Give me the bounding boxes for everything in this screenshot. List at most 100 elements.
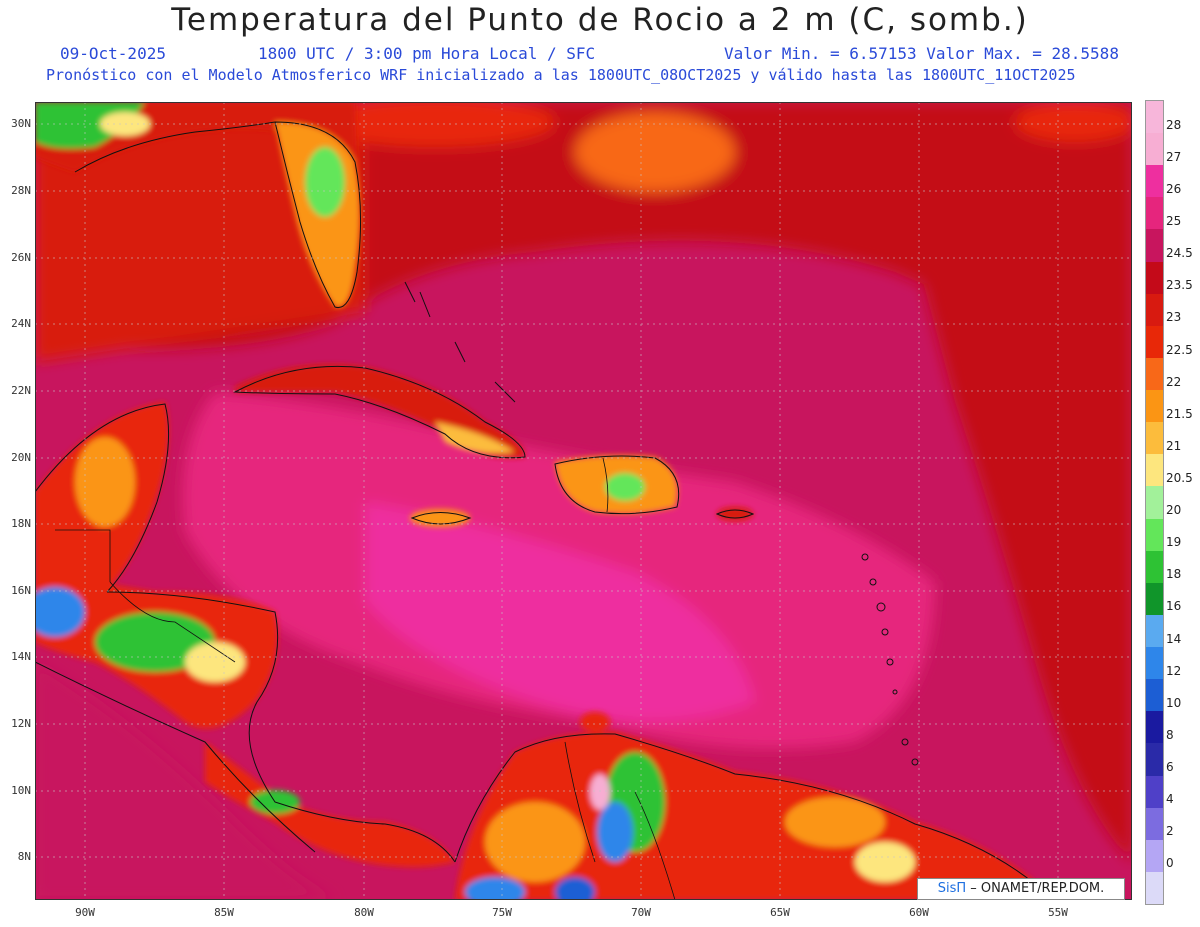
lat-label-28n: 28N	[11, 184, 31, 197]
colorbar-label: 26	[1166, 181, 1182, 196]
island-3	[876, 602, 886, 612]
border-haiti-dr	[602, 457, 609, 513]
coast-pacific	[35, 661, 316, 853]
lat-label-26n: 26N	[11, 251, 31, 264]
lat-label-10n: 10N	[11, 784, 31, 797]
lat-label-14n: 14N	[11, 650, 31, 663]
colorbar-segment	[1146, 647, 1163, 680]
colorbar-label: 19	[1166, 535, 1182, 550]
colorbar-segment	[1146, 357, 1163, 391]
colorbar	[1145, 100, 1164, 905]
colorbar-segment	[1146, 486, 1163, 520]
colorbar-segment	[1146, 197, 1163, 230]
land-hispaniola-green	[605, 473, 645, 501]
colorbar-segment	[1146, 325, 1163, 359]
field-patch-n-far	[1015, 102, 1132, 142]
colorbar-segment	[1146, 165, 1163, 198]
coast-hispaniola	[554, 455, 680, 515]
colorbar-label: 0	[1166, 856, 1174, 871]
map-frame	[35, 102, 1132, 900]
field-pacific	[35, 662, 335, 900]
lat-label-16n: 16N	[11, 584, 31, 597]
colorbar-label: 24.5	[1166, 246, 1193, 261]
coast-south-america	[454, 733, 1036, 885]
coast-yucatan	[35, 403, 170, 593]
lat-label-18n: 18N	[11, 517, 31, 530]
lon-label-75w: 75W	[492, 906, 512, 919]
colorbar-segment	[1146, 261, 1163, 295]
land-guajira	[580, 712, 610, 732]
colorbar-segment	[1146, 390, 1163, 423]
colorbar-label: 23	[1166, 310, 1182, 325]
land-sa-blue-1	[597, 802, 633, 862]
colorbar-label: 10	[1166, 695, 1182, 710]
dewpoint-map	[35, 102, 1132, 900]
map-title: Temperatura del Punto de Rocio a 2 m (C,…	[171, 2, 1029, 38]
land-costa-rica-panama	[205, 742, 455, 867]
colorbar-segment	[1146, 582, 1163, 616]
lat-label-30n: 30N	[11, 117, 31, 130]
lat-label-8n: 8N	[17, 850, 31, 863]
field-patch-ne-2	[315, 102, 555, 147]
colorbar-segment	[1146, 518, 1163, 552]
land-yucatan-orange	[75, 437, 135, 527]
lon-label-85w: 85W	[214, 906, 234, 919]
island-2	[869, 578, 877, 586]
colorbar-label: 23.5	[1166, 278, 1193, 293]
valid-date: 09-Oct-2025	[60, 44, 166, 63]
island-4	[881, 628, 889, 636]
coast-puerto-rico	[715, 509, 755, 519]
lon-label-80w: 80W	[354, 906, 374, 919]
lon-label-55w: 55W	[1048, 906, 1068, 919]
colorbar-label: 20	[1166, 503, 1182, 518]
colorbar-segment	[1146, 229, 1163, 263]
colorbar-label: 28	[1166, 117, 1182, 132]
credit-text: – ONAMET/REP.DOM.	[970, 881, 1105, 896]
colorbar-segment	[1146, 133, 1163, 166]
land-sa-orange-2	[785, 797, 885, 847]
land-sa-blue-3	[555, 877, 595, 900]
colorbar-segment-top	[1146, 101, 1163, 134]
border-mexico-guatemala	[55, 529, 111, 582]
colorbar-segment	[1146, 454, 1163, 487]
land-sa-blue-2	[465, 877, 525, 900]
field-atlantic-east	[915, 247, 1132, 862]
land-florida-green	[305, 147, 345, 217]
lon-label-70w: 70W	[631, 906, 651, 919]
lon-label-60w: 60W	[909, 906, 929, 919]
lat-label-22n: 22N	[11, 384, 31, 397]
credit-box: SisΠ – ONAMET/REP.DOM.	[917, 878, 1125, 900]
colorbar-segment	[1146, 743, 1163, 776]
credit-brand: SisΠ	[937, 881, 967, 896]
colorbar-segment	[1146, 422, 1163, 455]
colorbar-segment	[1146, 293, 1163, 327]
island-6	[892, 689, 898, 695]
coast-florida	[274, 121, 362, 309]
colorbar-label: 21.5	[1166, 406, 1193, 421]
colorbar-segment	[1146, 550, 1163, 584]
field-gulf	[35, 102, 365, 362]
island-7	[901, 738, 909, 746]
colorbar-label: 12	[1166, 663, 1182, 678]
border-central	[109, 581, 236, 663]
lon-label-90w: 90W	[75, 906, 95, 919]
colorbar-label: 14	[1166, 631, 1182, 646]
colorbar-label: 16	[1166, 599, 1182, 614]
coast-bahamas	[404, 281, 516, 403]
colorbar-label: 6	[1166, 760, 1174, 775]
model-info: Pronóstico con el Modelo Atmosferico WRF…	[46, 66, 1076, 84]
colorbar-segment	[1146, 839, 1163, 873]
colorbar-label: 22.5	[1166, 342, 1193, 357]
colorbar-label: 27	[1166, 149, 1182, 164]
colorbar-label: 25	[1166, 214, 1182, 229]
colorbar-label: 20.5	[1166, 470, 1193, 485]
field-patch-ne-1	[575, 112, 735, 192]
colorbar-label: 4	[1166, 792, 1174, 807]
colorbar-label: 8	[1166, 727, 1174, 742]
colorbar-segment	[1146, 679, 1163, 712]
lon-label-65w: 65W	[770, 906, 790, 919]
land-nicaragua-yellow	[185, 642, 245, 682]
land-puerto-rico	[717, 507, 753, 521]
colorbar-segment	[1146, 614, 1163, 648]
island-8	[911, 758, 919, 766]
